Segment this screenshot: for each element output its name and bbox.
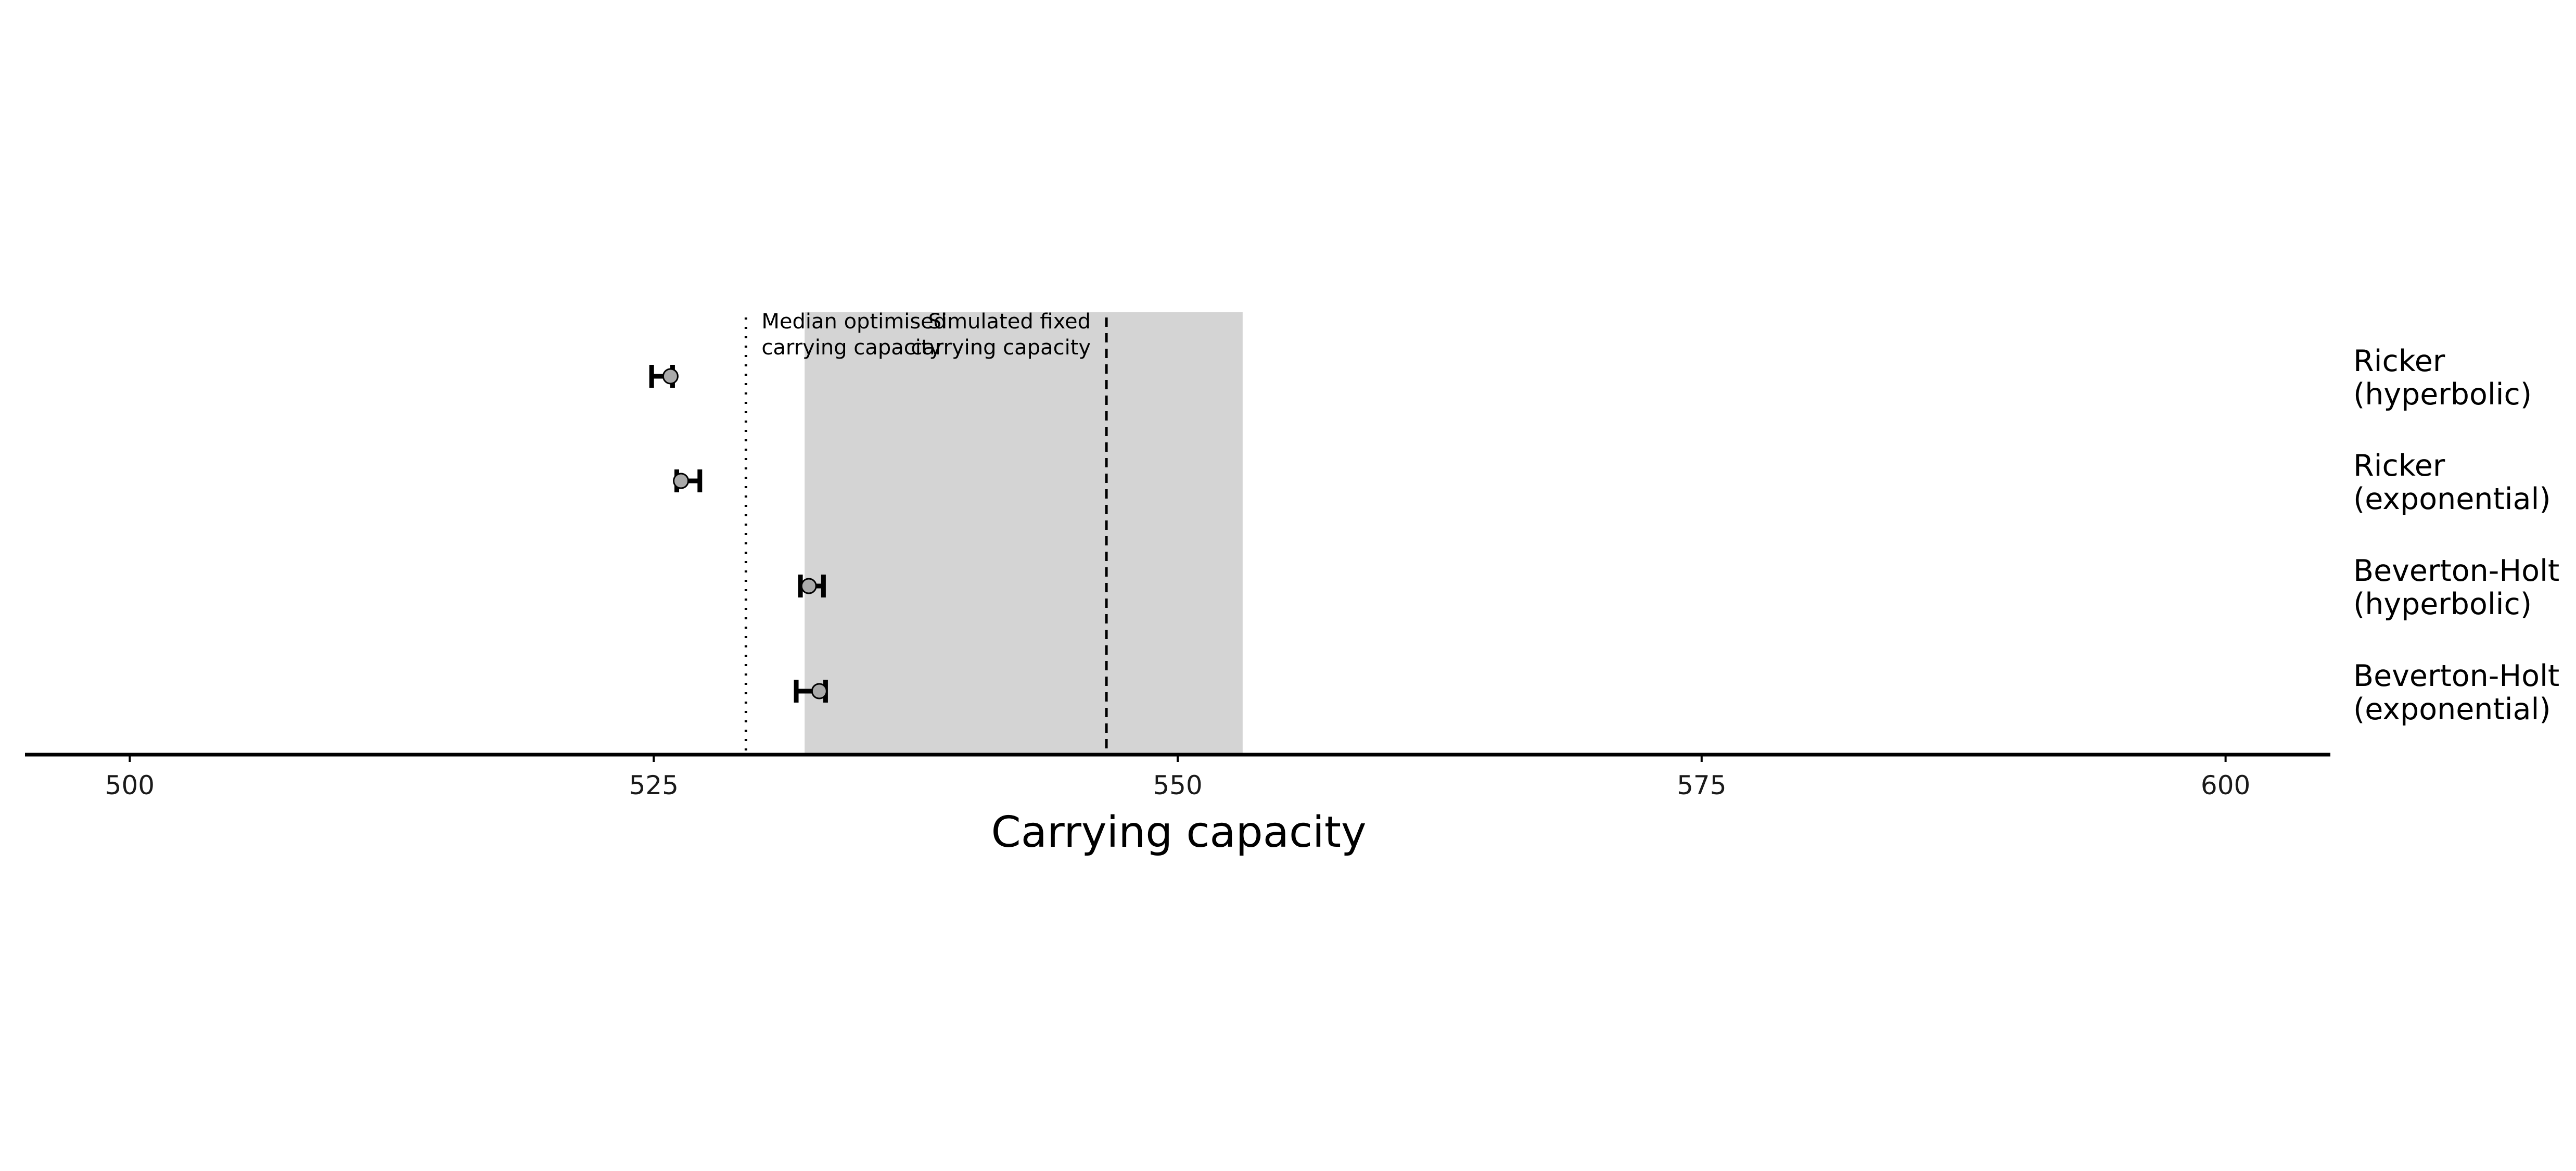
data-point-2 (673, 469, 703, 492)
row-label: Beverton-Holt (exponential) (2353, 659, 2559, 727)
reference-lines-layer: Median optimised carrying capacitySimulat… (744, 310, 1108, 755)
x-axis-title: Carrying capacity (991, 808, 1366, 857)
reference-line-label: Median optimised carrying capacity (761, 310, 947, 360)
points-layer (649, 365, 828, 703)
point-estimate (673, 473, 690, 489)
x-tick-label: 550 (1153, 770, 1202, 800)
x-tick-label: 500 (105, 770, 155, 800)
x-tick-label: 525 (629, 770, 678, 800)
data-point-1 (649, 365, 679, 388)
row-labels-layer: Ricker (hyperbolic) Ricker (exponential) Bev… (2353, 344, 2559, 727)
data-point-4 (794, 680, 828, 703)
shaded-band-layer (805, 312, 1243, 755)
point-estimate (800, 578, 817, 594)
row-label: Beverton-Holt (hyperbolic) (2353, 554, 2559, 621)
shaded-interval-band (805, 312, 1243, 755)
point-estimate (662, 368, 679, 385)
x-tick-label: 600 (2201, 770, 2250, 800)
x-axis: 500 525 550 575 600 (25, 753, 2330, 800)
reference-line-label: Simulated fixed carrying capacity (911, 310, 1091, 360)
point-estimate (811, 683, 827, 699)
row-label: Ricker (exponential) (2353, 449, 2551, 516)
data-point-3 (798, 575, 826, 597)
row-label: Ricker (hyperbolic) (2353, 344, 2532, 412)
x-tick-label: 575 (1677, 770, 1726, 800)
